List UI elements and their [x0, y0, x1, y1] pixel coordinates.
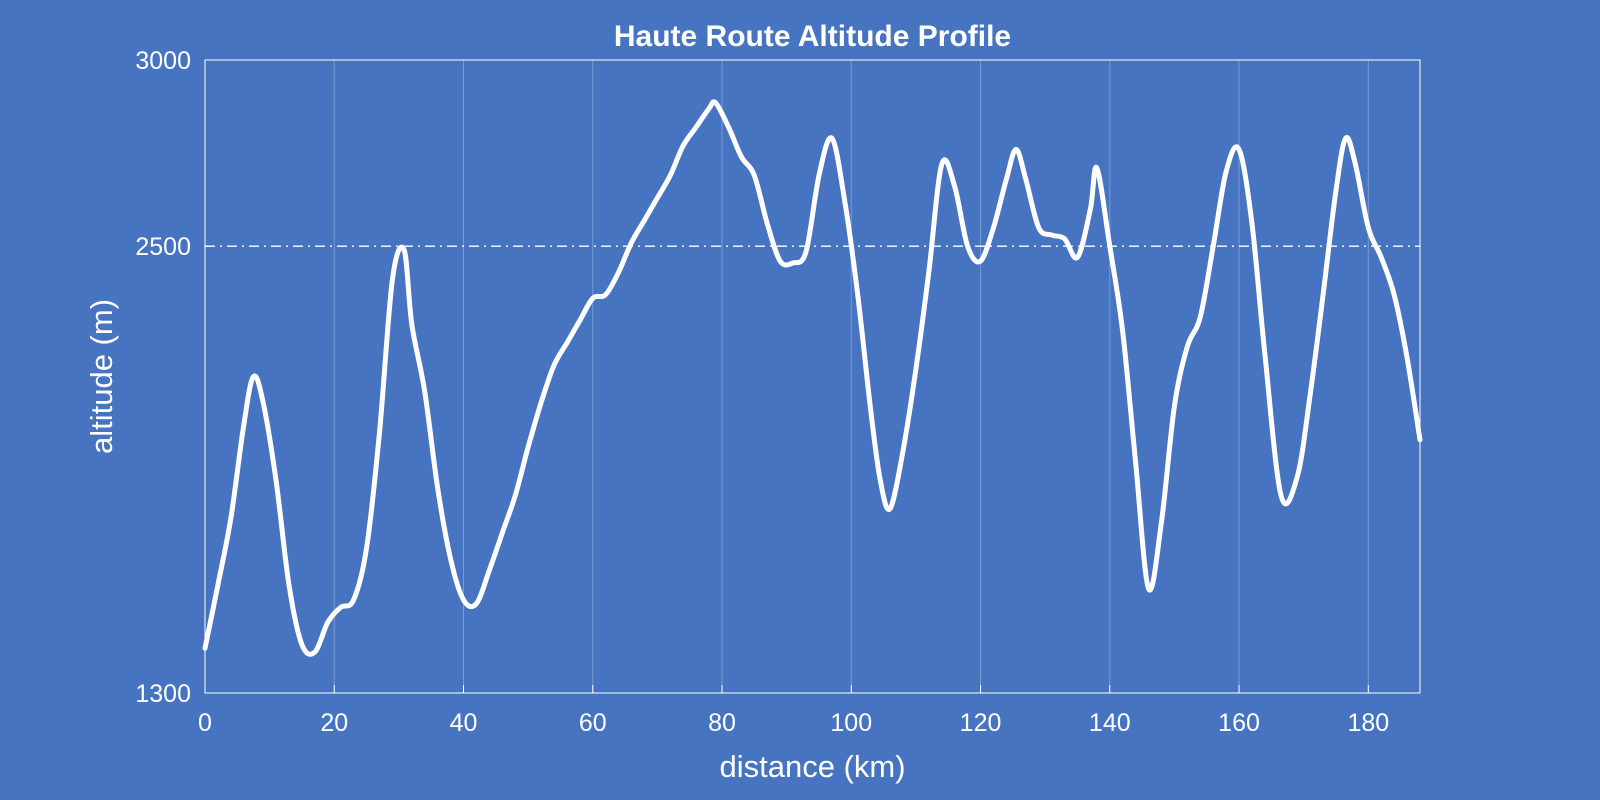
grid-lines: [204, 60, 1369, 693]
x-axis-label: distance (km): [719, 749, 905, 784]
x-tick-label: 80: [708, 709, 736, 737]
x-tick-label: 140: [1089, 709, 1131, 737]
x-tick-label: 120: [960, 709, 1002, 737]
x-tick-label: 20: [320, 709, 348, 737]
x-tick-label: 180: [1347, 709, 1389, 737]
y-axis-label: altitude (m): [84, 299, 119, 454]
altitude-series-line: [202, 99, 1423, 657]
axis-ticks: [204, 59, 1369, 694]
y-tick-label: 2500: [135, 233, 191, 261]
x-tick-label: 160: [1218, 709, 1260, 737]
plot-area-frame: [204, 59, 1421, 694]
y-tick-label: 3000: [135, 47, 191, 75]
x-tick-label: 60: [579, 709, 607, 737]
y-tick-label: 1300: [135, 680, 191, 708]
x-tick-label: 100: [830, 709, 872, 737]
x-tick-label: 40: [450, 709, 478, 737]
chart-title: Haute Route Altitude Profile: [614, 20, 1011, 53]
x-tick-label: 0: [198, 709, 212, 737]
